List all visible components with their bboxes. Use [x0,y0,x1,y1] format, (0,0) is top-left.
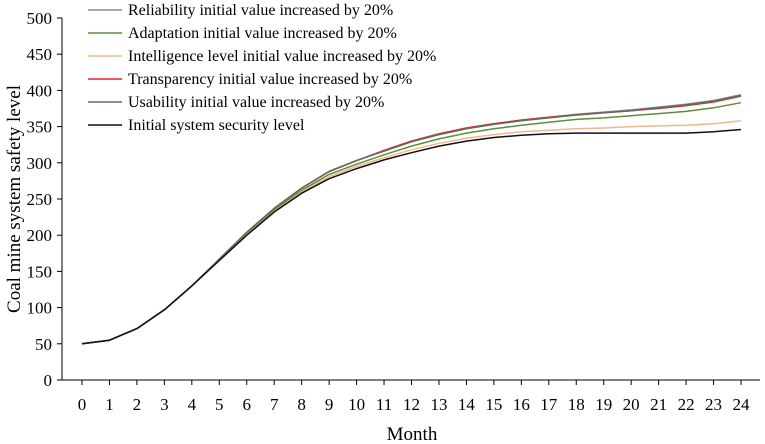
y-tick-label: 250 [27,190,53,209]
x-tick-label: 14 [458,395,476,414]
y-tick-label: 500 [27,9,53,28]
x-tick-label: 5 [215,395,224,414]
series-line-6 [81,128,742,345]
x-tick-label: 21 [650,395,667,414]
series-line-3 [81,120,742,345]
x-tick-label: 2 [133,395,142,414]
x-tick-label: 6 [243,395,252,414]
x-tick-label: 4 [188,395,197,414]
x-tick-label: 8 [297,395,306,414]
legend-label-5: Usability initial value increased by 20% [128,94,384,111]
x-tick-label: 11 [376,395,392,414]
y-tick-label: 200 [27,226,53,245]
y-axis-title: Coal mine system safety level [4,85,25,313]
series-line-2 [81,101,742,345]
legend-label-6: Initial system security level [128,117,305,134]
y-tick-label: 100 [27,299,53,318]
y-tick-label: 400 [27,81,53,100]
x-tick-label: 20 [623,395,640,414]
x-tick-label: 18 [568,395,585,414]
x-tick-label: 7 [270,395,279,414]
x-tick-label: 9 [325,395,334,414]
y-tick-label: 150 [27,262,53,281]
x-axis-title: Month [387,424,438,444]
x-tick-label: 22 [678,395,695,414]
legend-label-2: Adaptation initial value increased by 20… [128,25,397,42]
x-tick-label: 19 [595,395,612,414]
y-tick-label: 450 [27,45,53,64]
x-tick-label: 12 [403,395,420,414]
legend-label-3: Intelligence level initial value increas… [128,48,436,65]
x-tick-label: 13 [430,395,447,414]
legend-label-4: Transparency initial value increased by … [128,71,412,88]
x-tick-label: 24 [733,395,751,414]
y-tick-label: 350 [27,118,53,137]
axes [57,17,760,385]
series-lines [81,93,742,345]
legend: Reliability initial value increased by 2… [88,2,436,134]
x-tick-label: 0 [78,395,87,414]
x-tick-label: 3 [160,395,169,414]
y-tick-label: 300 [27,154,53,173]
y-tick-label: 50 [35,335,52,354]
x-tick-label: 23 [705,395,722,414]
x-tick-label: 1 [105,395,114,414]
legend-label-1: Reliability initial value increased by 2… [128,2,393,19]
x-tick-label: 15 [485,395,502,414]
y-tick-label: 0 [44,371,53,390]
x-tick-label: 16 [513,395,530,414]
x-tick-label: 17 [540,395,558,414]
x-tick-label: 10 [348,395,365,414]
